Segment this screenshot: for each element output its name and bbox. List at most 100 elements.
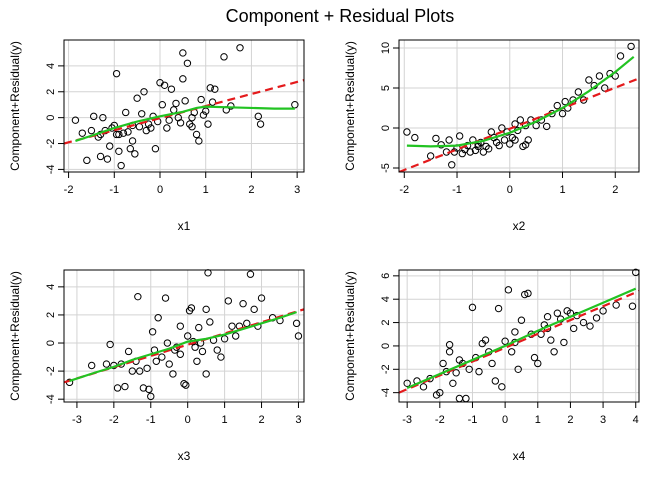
data-point — [87, 361, 96, 370]
data-point — [83, 156, 91, 165]
smooth-fit-line — [406, 55, 635, 148]
data-point — [160, 81, 169, 89]
data-point — [628, 302, 637, 310]
data-point — [208, 98, 217, 106]
x-tick-label: -1 — [109, 184, 119, 196]
points-x4 — [403, 268, 640, 403]
data-point — [530, 353, 539, 362]
y-tick-label: 6 — [380, 273, 392, 279]
data-point — [439, 359, 447, 368]
data-point — [292, 319, 301, 328]
data-point — [106, 340, 114, 349]
data-point — [500, 136, 509, 144]
x-tick-label: -1 — [452, 184, 462, 196]
data-point — [180, 380, 188, 388]
data-point — [294, 332, 303, 340]
data-point — [195, 137, 203, 145]
data-point — [144, 120, 153, 128]
data-point — [585, 76, 593, 84]
data-point — [437, 141, 445, 149]
data-point — [243, 319, 251, 328]
data-point — [465, 365, 473, 373]
data-point — [186, 120, 194, 128]
x-tick-label: -3 — [402, 414, 412, 426]
data-point — [112, 130, 121, 139]
data-point — [148, 328, 157, 336]
data-point — [599, 307, 607, 315]
data-point — [495, 141, 503, 150]
data-point — [187, 304, 196, 312]
x-tick-label: 0 — [502, 414, 508, 426]
data-point — [436, 388, 444, 397]
data-point — [124, 347, 133, 356]
figure-title: Component + Residual Plots — [226, 6, 455, 26]
x-tick-label: -2 — [399, 184, 409, 196]
data-point — [448, 161, 456, 169]
data-point — [419, 383, 428, 391]
data-point — [165, 360, 173, 368]
data-point — [198, 347, 207, 356]
data-point — [449, 379, 457, 388]
data-point — [475, 367, 483, 376]
data-point — [183, 59, 192, 67]
data-point — [612, 301, 620, 309]
data-point — [506, 140, 514, 148]
data-point — [78, 129, 86, 137]
x-tick-label: 2 — [248, 184, 254, 196]
data-point — [213, 346, 221, 354]
data-point — [147, 124, 155, 132]
data-point — [135, 367, 144, 375]
data-point — [188, 113, 196, 122]
data-point — [498, 383, 506, 391]
data-point — [560, 338, 568, 347]
data-point — [211, 85, 219, 93]
data-point — [217, 353, 225, 361]
y-tick-label: 10 — [380, 42, 392, 54]
data-point — [206, 84, 214, 92]
x-tick-label: -2 — [64, 184, 74, 196]
data-point — [452, 369, 460, 377]
data-point — [161, 294, 170, 302]
smooth-fit-line — [406, 287, 637, 389]
data-point — [115, 130, 123, 139]
data-point — [152, 357, 161, 365]
data-point — [176, 119, 185, 127]
data-point — [133, 94, 141, 102]
data-point — [183, 332, 192, 340]
data-point — [550, 348, 558, 356]
y-tick-label: -4 — [45, 165, 57, 175]
x-tick-label: -2 — [109, 414, 119, 426]
data-point — [517, 316, 526, 324]
y-tick-label: -5 — [380, 163, 392, 173]
y-tick-label: 0 — [380, 125, 392, 131]
data-point — [488, 359, 496, 368]
x-tick-label: 0 — [185, 414, 191, 426]
data-point — [592, 314, 601, 322]
data-point — [246, 270, 255, 278]
linear-fit-line — [399, 290, 639, 394]
points-x3 — [65, 269, 303, 401]
x-tick-label: 2 — [258, 414, 264, 426]
data-point — [113, 384, 122, 392]
x-tick-label: 3 — [294, 184, 300, 196]
data-point — [96, 152, 105, 161]
x-tick-label: -2 — [435, 414, 445, 426]
data-point — [579, 318, 588, 327]
data-point — [403, 379, 411, 388]
data-point — [521, 290, 529, 299]
data-point — [163, 124, 171, 132]
data-point — [481, 336, 490, 344]
plot-frame — [63, 269, 305, 403]
x-axis-label: x2 — [513, 219, 526, 233]
data-point — [553, 309, 562, 317]
y-tick-label: -4 — [380, 388, 392, 398]
data-point — [547, 336, 555, 344]
data-point — [192, 130, 201, 139]
data-point — [188, 123, 196, 131]
data-point — [220, 53, 228, 61]
data-point — [151, 145, 160, 153]
data-point — [193, 357, 201, 365]
smooth-fit-line — [69, 311, 297, 382]
y-axis-label: Component+Residual(y) — [343, 271, 357, 401]
